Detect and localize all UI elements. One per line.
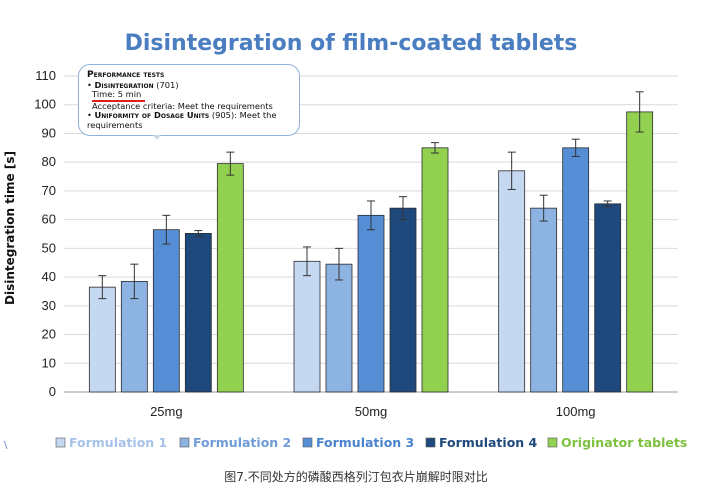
bar — [357, 214, 385, 393]
callout-line-uniformity: • Uniformity of Dosage Units (905): Meet… — [87, 111, 291, 130]
y-tick-label: 60 — [42, 212, 56, 227]
callout-tail — [153, 135, 161, 140]
legend-item: Formulation 2 — [179, 435, 291, 450]
legend-swatch — [55, 437, 66, 448]
bar — [594, 203, 622, 393]
x-axis-categories: 25mg 50mg 100mg — [150, 404, 595, 419]
error-bar — [603, 200, 612, 208]
bar — [184, 233, 212, 393]
legend-item: Formulation 4 — [425, 435, 538, 450]
legend-label: Formulation 3 — [316, 435, 414, 450]
y-tick-label: 40 — [42, 269, 56, 284]
error-bar — [130, 263, 139, 300]
bar — [498, 170, 526, 393]
y-axis-ticks: 0 10 20 30 40 50 60 70 80 90 100 110 — [34, 68, 56, 399]
callout-uniformity: Uniformity of Dosage Units — [94, 110, 210, 121]
x-tick-label: 100mg — [556, 404, 596, 419]
y-tick-label: 0 — [49, 384, 56, 399]
y-axis-label: Disintegration time [s] — [3, 151, 17, 305]
bar — [562, 147, 590, 393]
error-bar — [507, 151, 516, 190]
y-tick-label: 50 — [42, 240, 56, 255]
bar — [293, 260, 321, 393]
callout-bullet-2: • — [87, 110, 92, 121]
performance-tests-callout: Performance tests • Disintegration (701)… — [78, 64, 300, 136]
legend-swatch — [547, 437, 558, 448]
legend-item: Originator tablets — [547, 435, 687, 450]
chart-title: Disintegration of film-coated tablets — [125, 31, 578, 56]
callout-bullet: • — [87, 79, 92, 90]
callout-line-disintegration: • Disintegration (701) — [87, 79, 291, 91]
y-tick-label: 30 — [42, 298, 56, 313]
legend-swatch — [425, 437, 436, 448]
y-tick-label: 80 — [42, 154, 56, 169]
y-tick-label: 110 — [35, 68, 56, 83]
legend-label: Formulation 2 — [193, 435, 291, 450]
legend-label: Originator tablets — [561, 435, 687, 450]
legend-label: Formulation 4 — [439, 435, 538, 450]
error-bar — [162, 214, 171, 245]
callout-acceptance: Acceptance criteria: Meet the requiremen… — [92, 100, 273, 111]
legend-item: Formulation 3 — [302, 435, 414, 450]
legend: Formulation 1 Formulation 2 Formulation 3 F… — [55, 435, 687, 450]
error-bar — [367, 200, 375, 231]
y-tick-label: 90 — [42, 125, 56, 140]
bar — [421, 147, 449, 393]
error-bar — [635, 91, 644, 133]
callout-disintegration-ref: (701) — [153, 79, 179, 90]
corner-mark: \ — [4, 440, 8, 451]
error-bar — [194, 230, 203, 237]
legend-label: Formulation 1 — [69, 435, 167, 450]
error-bar — [431, 142, 439, 154]
callout-line-time: Time: 5 min — [87, 90, 291, 102]
y-tick-label: 10 — [42, 355, 56, 370]
bar — [88, 286, 116, 393]
legend-item: Formulation 1 — [55, 435, 167, 450]
bar — [152, 229, 180, 393]
error-bar — [571, 138, 580, 157]
error-bar — [335, 247, 343, 281]
y-tick-label: 70 — [42, 183, 56, 198]
x-tick-label: 50mg — [355, 404, 388, 419]
callout-disintegration: Disintegration — [94, 79, 154, 90]
error-bar — [226, 151, 235, 176]
bar — [389, 207, 417, 393]
callout-time: Time: 5 min — [92, 90, 146, 102]
bar — [530, 207, 558, 393]
error-bar — [399, 196, 407, 221]
callout-heading: Performance tests — [87, 70, 165, 80]
y-tick-label: 100 — [34, 97, 56, 112]
figure-caption: 图7.不同处方的磷酸西格列汀包衣片崩解时限对比 — [224, 470, 488, 484]
bar — [626, 111, 654, 393]
error-bar — [539, 194, 548, 222]
legend-swatch — [179, 437, 190, 448]
error-bar — [98, 275, 107, 300]
x-tick-label: 25mg — [150, 404, 183, 419]
legend-swatch — [302, 437, 313, 448]
bars — [88, 91, 654, 393]
bar — [325, 263, 353, 393]
callout-uniformity-rest: (905): Meet the requirements — [87, 110, 277, 130]
bar — [216, 163, 244, 393]
y-tick-label: 20 — [42, 327, 56, 342]
error-bar — [303, 246, 311, 277]
